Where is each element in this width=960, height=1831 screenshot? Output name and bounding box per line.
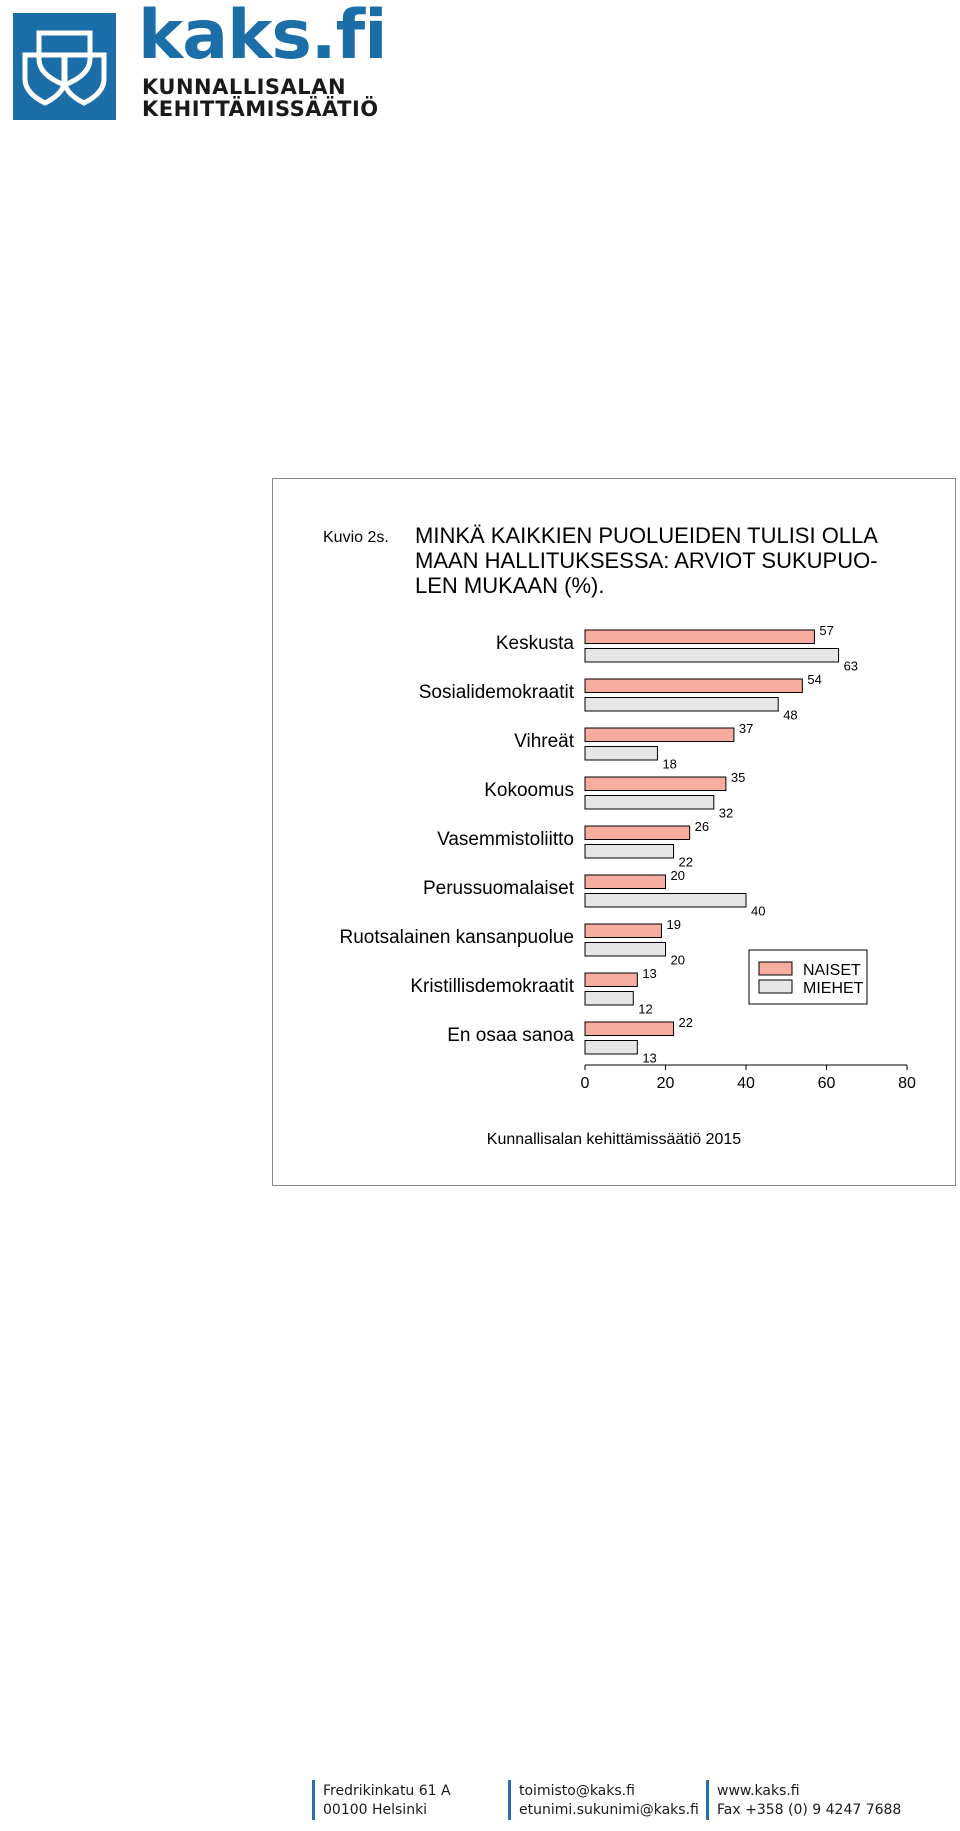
- legend-swatch-miehet: [758, 979, 793, 994]
- data-label: 22: [679, 1015, 693, 1030]
- data-label: 54: [807, 672, 821, 687]
- footer-email-personal[interactable]: etunimi.sukunimi@kaks.fi: [519, 1802, 699, 1818]
- data-label: 12: [638, 1002, 652, 1017]
- legend-label: MIEHET: [803, 980, 864, 997]
- category-label: Sosialidemokraatit: [419, 682, 575, 703]
- figure-title: MINKÄ KAIKKIEN PUOLUEIDEN TULISI OLLA MA…: [415, 523, 878, 598]
- figure-title-line: LEN MUKAAN (%).: [415, 573, 605, 598]
- figure-title-line: MAAN HALLITUKSESSA: ARVIOT SUKUPUO-: [415, 548, 878, 573]
- bar-miehet: [584, 746, 658, 761]
- data-label: 57: [819, 623, 833, 638]
- bar-miehet: [584, 844, 675, 859]
- bar-chart: Keskusta 57 63 Sosialidemokraatit 54 48 Vihreä…: [339, 623, 916, 1092]
- footer-city: 00100 Helsinki: [323, 1802, 428, 1818]
- data-label: 48: [783, 708, 797, 723]
- footer-fax: Fax +358 (0) 9 4247 7688: [717, 1802, 902, 1818]
- x-tick-label: 20: [657, 1075, 675, 1092]
- x-tick-label: 0: [581, 1075, 590, 1092]
- figure-panel: Kuvio 2s. MINKÄ KAIKKIEN PUOLUEIDEN TULI…: [272, 478, 956, 1186]
- bar-miehet: [584, 991, 634, 1006]
- footer-web: www.kaks.fi Fax +358 (0) 9 4247 7688: [717, 1782, 901, 1820]
- legend-swatch-naiset: [758, 961, 793, 976]
- bar-naiset: [584, 629, 815, 644]
- footer-email: toimisto@kaks.fi etunimi.sukunimi@kaks.f…: [519, 1782, 699, 1820]
- footer-divider: [312, 1780, 315, 1820]
- data-label: 22: [679, 855, 693, 870]
- category-label: Kokoomus: [484, 780, 574, 801]
- bar-miehet: [584, 942, 666, 957]
- logo-name: kaks.fi: [138, 0, 388, 75]
- footer-website[interactable]: www.kaks.fi: [717, 1783, 800, 1799]
- bar-naiset: [584, 825, 691, 840]
- bar-miehet: [584, 697, 779, 712]
- category-label: En osaa sanoa: [447, 1025, 574, 1046]
- footer-divider: [508, 1780, 511, 1820]
- footer-address: Fredrikinkatu 61 A 00100 Helsinki: [323, 1782, 451, 1820]
- data-label: 40: [751, 904, 765, 919]
- data-label: 32: [719, 806, 733, 821]
- category-label: Perussuomalaiset: [423, 878, 575, 899]
- data-label: 13: [642, 1051, 656, 1066]
- x-tick-label: 40: [737, 1075, 755, 1092]
- figure-title-line: MINKÄ KAIKKIEN PUOLUEIDEN TULISI OLLA: [415, 523, 878, 548]
- data-label: 37: [739, 721, 753, 736]
- bar-naiset: [584, 776, 727, 791]
- footer-divider: [706, 1780, 709, 1820]
- category-label: Vasemmistoliitto: [437, 829, 574, 850]
- bar-naiset: [584, 923, 662, 938]
- data-label: 20: [671, 868, 685, 883]
- bar-naiset: [584, 972, 638, 987]
- bar-naiset: [584, 874, 666, 889]
- x-tick-label: 60: [818, 1075, 836, 1092]
- category-label: Vihreät: [514, 731, 575, 752]
- bar-miehet: [584, 648, 840, 663]
- logo-emblem-icon: [13, 13, 116, 120]
- data-label: 18: [662, 757, 676, 772]
- logo-subtitle-1: KUNNALLISALAN: [142, 75, 347, 99]
- bar-naiset: [584, 678, 803, 693]
- category-label: Kristillisdemokraatit: [410, 976, 574, 997]
- data-label: 26: [695, 819, 709, 834]
- logo-subtitle-2: KEHITTÄMISSÄÄTIÖ: [142, 97, 379, 121]
- data-label: 35: [731, 770, 745, 785]
- bar-naiset: [584, 727, 735, 742]
- legend-box: [748, 949, 868, 1005]
- data-label: 19: [666, 917, 680, 932]
- figure-source: Kunnallisalan kehittämissäätiö 2015: [486, 1131, 742, 1148]
- data-label: 63: [844, 659, 858, 674]
- bar-miehet: [584, 795, 715, 810]
- category-label: Ruotsalainen kansanpuolue: [339, 927, 574, 948]
- category-label: Keskusta: [496, 633, 575, 654]
- figure-label: Kuvio 2s.: [323, 529, 389, 546]
- bar-miehet: [584, 893, 747, 908]
- footer-street: Fredrikinkatu 61 A: [323, 1783, 451, 1799]
- legend-label: NAISET: [803, 962, 861, 979]
- data-label: 20: [671, 953, 685, 968]
- data-label: 13: [642, 966, 656, 981]
- bar-naiset: [584, 1021, 675, 1036]
- footer-email-general[interactable]: toimisto@kaks.fi: [519, 1783, 635, 1799]
- bar-miehet: [584, 1040, 638, 1055]
- x-tick-label: 80: [898, 1075, 916, 1092]
